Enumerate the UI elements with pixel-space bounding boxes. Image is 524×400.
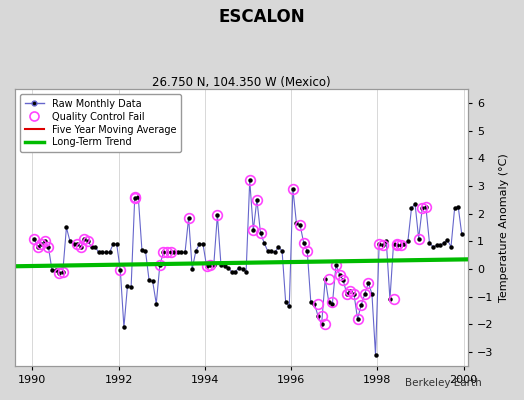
Legend: Raw Monthly Data, Quality Control Fail, Five Year Moving Average, Long-Term Tren: Raw Monthly Data, Quality Control Fail, … xyxy=(20,94,181,152)
Title: 26.750 N, 104.350 W (Mexico): 26.750 N, 104.350 W (Mexico) xyxy=(152,76,331,89)
Text: Berkeley Earth: Berkeley Earth xyxy=(406,378,482,388)
Y-axis label: Temperature Anomaly (°C): Temperature Anomaly (°C) xyxy=(499,153,509,302)
Text: ESCALON: ESCALON xyxy=(219,8,305,26)
